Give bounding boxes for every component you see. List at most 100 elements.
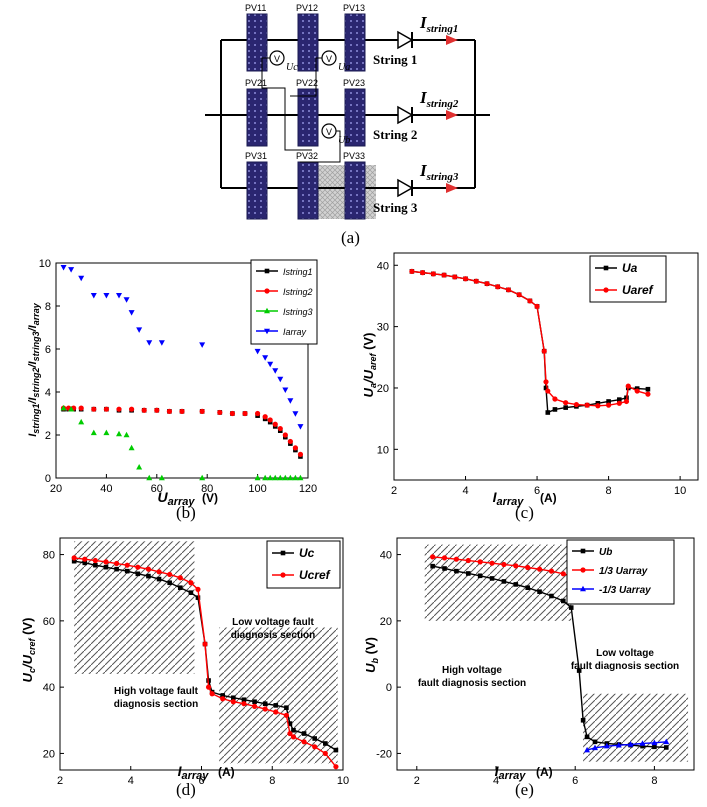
data-point (663, 745, 669, 750)
y-tick-label: 40 (380, 550, 392, 562)
caption-e: (e) (515, 780, 534, 799)
data-point (543, 379, 549, 385)
data-point (220, 696, 226, 702)
data-point (146, 474, 153, 481)
data-point (242, 410, 248, 417)
data-point (489, 576, 495, 581)
data-point (209, 691, 215, 697)
meter-wire-b (300, 130, 341, 163)
data-point (552, 396, 558, 402)
diode-2 (397, 105, 414, 125)
plot-frame (55, 262, 309, 479)
voltmeter-label-2: Ua (338, 62, 350, 73)
data-point (199, 408, 205, 414)
data-point (287, 721, 293, 726)
data-point (82, 556, 88, 562)
data-point (205, 684, 212, 690)
data-point (262, 706, 268, 712)
x-axis-label: Iarray (493, 489, 525, 508)
y-axis-label-text: Ub (V) (363, 637, 380, 673)
data-point (489, 560, 495, 566)
data-point (651, 739, 658, 746)
data-point (627, 741, 634, 747)
pv-label-31: PV31 (245, 151, 267, 161)
data-point (90, 429, 97, 436)
data-point (128, 444, 135, 451)
series-istring3 (60, 404, 304, 481)
legend-swatch-marker (580, 567, 586, 573)
data-point (158, 340, 165, 346)
data-point (156, 576, 162, 582)
data-point (312, 736, 317, 741)
data-point (103, 559, 109, 565)
data-point (454, 568, 459, 574)
x-tick-label: 2 (57, 775, 63, 787)
y-axis-label: Uc/Ucref (V) (20, 618, 37, 683)
data-point (525, 564, 531, 571)
data-point (68, 267, 75, 273)
data-point (477, 573, 483, 579)
pv-panel-13 (344, 13, 366, 72)
pv-panel-23 (344, 88, 366, 147)
data-point (231, 695, 236, 701)
data-point (92, 557, 98, 564)
pv-label-23: PV23 (343, 78, 365, 88)
hatch-region-2 (583, 693, 689, 762)
data-point (202, 641, 208, 647)
data-point (513, 563, 519, 569)
current-label-3: Istring3 (419, 161, 459, 183)
data-point (442, 566, 447, 571)
voltmeter-label-1: Uc (286, 62, 298, 73)
annotation-2: Low voltage fault (232, 617, 314, 628)
data-point (254, 348, 261, 355)
data-point (580, 717, 586, 723)
current-arrow-1 (446, 35, 458, 45)
y-tick-label: 20 (43, 748, 55, 760)
y-axis-label: Ua/Uaref (V) (361, 333, 378, 398)
data-point (146, 340, 153, 346)
data-point (141, 407, 147, 413)
data-point (78, 418, 85, 425)
data-point (640, 743, 645, 749)
pv-label-12: PV12 (296, 3, 318, 13)
data-point (615, 741, 622, 748)
y-axis-label: Ub (V) (363, 637, 380, 673)
data-point (290, 734, 297, 740)
data-point (605, 402, 612, 408)
data-point (282, 387, 289, 394)
data-point (195, 595, 201, 600)
hatch-region-1 (424, 544, 572, 621)
string-label-1: String 1 (373, 52, 417, 67)
data-point (136, 327, 143, 333)
legend-entry: Istring2 (283, 287, 313, 297)
x-tick-label: 6 (572, 775, 578, 787)
y-axis-label-text: Ua/Uaref (V) (361, 333, 378, 398)
hatch-region-1 (74, 541, 195, 674)
legend-swatch-marker (264, 288, 270, 294)
pv-panel-32 (297, 161, 319, 220)
data-point (473, 278, 479, 284)
data-point (505, 287, 512, 293)
string-label-2: String 2 (373, 127, 417, 142)
data-point (78, 405, 84, 411)
data-point (277, 474, 284, 481)
x-tick-label: 20 (50, 483, 62, 495)
annotation-2: fault diagnosis section (571, 661, 679, 672)
legend-box (589, 255, 667, 303)
x-axis-label-text: Iarray (493, 489, 525, 508)
data-point (441, 555, 448, 561)
data-point (220, 693, 226, 698)
pv-label-32: PV32 (296, 151, 318, 161)
x-tick-label: 60 (151, 483, 163, 495)
data-point (584, 402, 590, 408)
data-point (576, 668, 582, 673)
data-point (477, 559, 483, 565)
data-point (146, 573, 151, 579)
legend-swatch-marker (603, 287, 609, 293)
data-point (537, 589, 542, 594)
data-point (560, 571, 566, 577)
data-point (430, 563, 435, 569)
data-point (462, 276, 469, 282)
data-point (188, 580, 194, 586)
x-tick-label: 4 (493, 775, 499, 787)
